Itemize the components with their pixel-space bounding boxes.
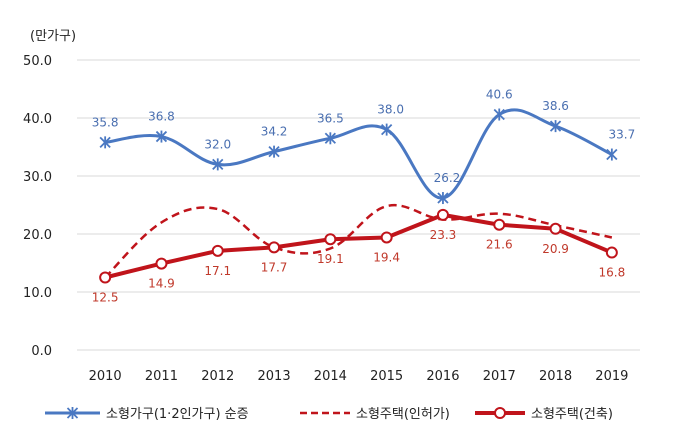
data-label: 40.6: [486, 88, 513, 102]
grid-lines: [77, 59, 640, 351]
series-group: [99, 108, 618, 284]
x-tick-labels: 2010 2011 2012 2013 2014 2015 2016 2017 2018 2019: [89, 369, 629, 384]
data-point-marker: [493, 108, 505, 121]
data-point-marker: [211, 244, 224, 257]
data-label: 23.3: [430, 228, 457, 242]
x-tick-label: 2012: [201, 369, 234, 384]
data-point-marker: [436, 208, 449, 221]
legend-label-0: 소형가구(1·2인가구) 순증: [106, 407, 249, 422]
x-tick-label: 2019: [595, 369, 628, 384]
legend-marker: [494, 407, 506, 419]
data-label: 32.0: [204, 137, 231, 151]
data-point-marker: [549, 222, 562, 235]
x-tick-label: 2010: [89, 369, 122, 384]
y-tick-label: 0.0: [31, 344, 52, 359]
data-label: 38.0: [377, 103, 404, 117]
unit-label: (만가구): [30, 29, 76, 44]
data-label: 17.1: [204, 264, 231, 278]
data-label: 12.5: [92, 291, 119, 305]
series-line-2: [103, 212, 614, 280]
data-label: 36.8: [148, 110, 175, 124]
y-tick-label: 40.0: [23, 112, 52, 127]
y-tick-label: 30.0: [23, 170, 52, 185]
data-label: 14.9: [148, 277, 175, 291]
series-line-0: [103, 108, 614, 200]
y-tick-label: 10.0: [23, 286, 52, 301]
data-point-marker: [324, 233, 337, 246]
data-label: 38.6: [542, 99, 569, 113]
data-label: 36.5: [317, 111, 344, 125]
data-point-marker: [155, 257, 168, 270]
data-point-marker: [606, 148, 618, 161]
data-label: 19.1: [317, 252, 344, 266]
data-point-marker: [549, 120, 562, 133]
data-point-marker: [268, 241, 281, 254]
data-label: 26.2: [434, 171, 461, 185]
x-tick-label: 2016: [426, 369, 459, 384]
x-tick-label: 2013: [258, 369, 291, 384]
data-label: 17.7: [261, 260, 288, 274]
data-labels: 35.8 36.8 32.0 34.2 36.5 38.0 26.2 40.6 38.6 33.7…: [92, 88, 635, 305]
data-label: 16.8: [598, 266, 625, 280]
data-point-marker: [99, 136, 111, 149]
data-point-marker: [99, 271, 112, 284]
data-point-marker: [493, 218, 506, 231]
data-point-marker: [380, 231, 393, 244]
x-tick-label: 2014: [314, 369, 347, 384]
data-label: 34.2: [261, 125, 288, 139]
data-label: 21.6: [486, 238, 513, 252]
legend: 소형가구(1·2인가구) 순증 소형주택(인허가) 소형주택(건축): [45, 407, 613, 422]
x-tick-label: 2011: [145, 369, 178, 384]
data-label: 35.8: [92, 115, 119, 129]
y-tick-labels: 0.0 10.0 20.0 30.0 40.0 50.0: [23, 54, 52, 359]
y-tick-label: 20.0: [23, 228, 52, 243]
legend-label-2: 소형주택(건축): [531, 407, 613, 422]
x-tick-label: 2015: [370, 369, 403, 384]
y-tick-label: 50.0: [23, 54, 52, 69]
data-point-marker: [605, 246, 618, 259]
series-line-1: [104, 203, 613, 279]
data-point-marker: [212, 158, 224, 171]
data-label: 20.9: [542, 242, 569, 256]
data-label: 19.4: [373, 250, 400, 264]
data-point-marker: [324, 132, 336, 145]
data-point-marker: [268, 145, 280, 158]
data-point-marker: [437, 192, 449, 205]
legend-label-1: 소형주택(인허가): [356, 407, 450, 422]
data-point-marker: [155, 130, 168, 143]
data-point-marker: [381, 123, 393, 136]
data-label: 33.7: [608, 128, 635, 142]
x-tick-label: 2018: [539, 369, 572, 384]
x-tick-label: 2017: [483, 369, 516, 384]
legend-marker: [66, 407, 79, 419]
